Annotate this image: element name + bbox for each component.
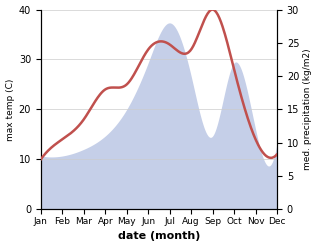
Y-axis label: max temp (C): max temp (C) [5, 78, 15, 141]
Y-axis label: med. precipitation (kg/m2): med. precipitation (kg/m2) [303, 49, 313, 170]
X-axis label: date (month): date (month) [118, 231, 200, 242]
